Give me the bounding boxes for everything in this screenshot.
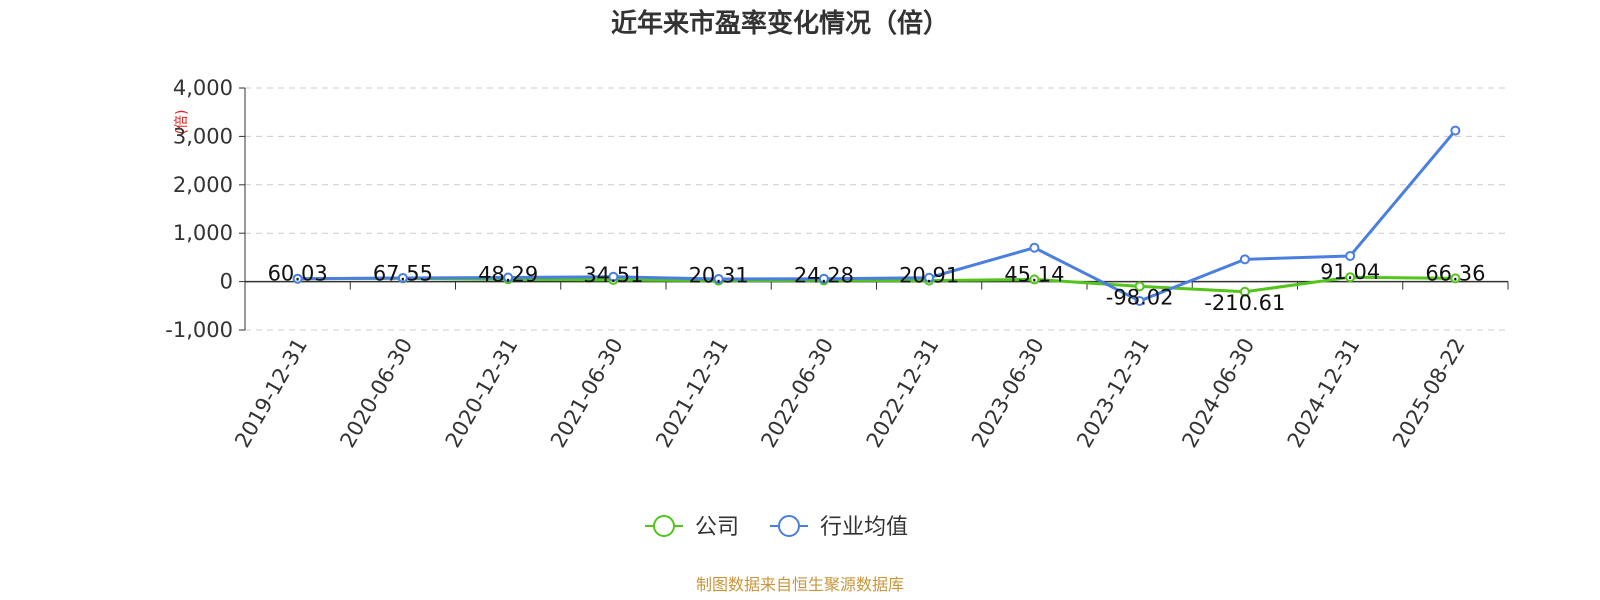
company-point	[1345, 272, 1356, 283]
legend-item-industry[interactable]: 行业均值	[770, 515, 908, 540]
industry-point	[818, 273, 829, 284]
y-tick-label: 4,000	[173, 76, 233, 100]
x-tick-label: 2021-12-31	[651, 334, 733, 452]
industry-point	[713, 273, 724, 284]
x-tick-label: 2023-06-30	[967, 334, 1049, 452]
industry-point	[924, 272, 935, 283]
company-point	[1450, 273, 1461, 284]
data-label: 20.91	[899, 264, 959, 288]
industry-point	[1345, 250, 1356, 261]
x-tick-label: 2024-06-30	[1177, 334, 1259, 452]
industry-series-line	[297, 129, 1457, 303]
y-axis-unit-label: (倍)	[174, 110, 190, 135]
legend-circle-icon	[778, 515, 800, 537]
data-label: 24.28	[794, 263, 854, 287]
data-label: 67.55	[373, 261, 433, 285]
y-tick-label: -1,000	[165, 318, 233, 342]
x-tick-label: 2021-06-30	[546, 334, 628, 452]
y-tick-label: 1,000	[173, 221, 233, 245]
x-tick-label: 2020-12-31	[441, 334, 523, 452]
company-point	[1029, 274, 1040, 285]
industry-point	[1450, 125, 1461, 136]
y-tick-label: 3,000	[173, 124, 233, 148]
legend-circle-icon	[653, 515, 675, 537]
data-label: -210.61	[1204, 291, 1285, 315]
legend-label: 行业均值	[820, 515, 908, 540]
x-tick-label: 2020-06-30	[335, 334, 417, 452]
x-tick-label: 2022-12-31	[862, 334, 944, 452]
source-note: 制图数据来自恒生聚源数据库	[696, 575, 904, 594]
industry-point	[1239, 254, 1250, 265]
data-label: 45.14	[1004, 262, 1064, 286]
legend[interactable]: 公司 行业均值	[645, 515, 908, 540]
industry-point	[1029, 242, 1040, 253]
x-tick-label: 2022-06-30	[756, 334, 838, 452]
industry-point	[292, 273, 303, 284]
legend-label: 公司	[695, 515, 739, 540]
chart-title: 近年来市盈率变化情况（倍）	[611, 8, 949, 39]
data-label: 60.03	[268, 262, 328, 286]
industry-point	[503, 272, 514, 283]
x-tick-label: 2024-12-31	[1283, 334, 1365, 452]
data-label: 20.31	[689, 264, 749, 288]
data-label: 34.51	[583, 263, 643, 287]
industry-point	[397, 272, 408, 283]
company-point	[1239, 286, 1250, 297]
grid-lines	[245, 87, 1508, 331]
data-label: 48.29	[478, 262, 538, 286]
company-series-line	[297, 275, 1456, 294]
series-lines	[292, 125, 1461, 306]
industry-point	[608, 271, 619, 282]
data-label: -98.02	[1106, 285, 1174, 309]
x-tick-label: 2023-12-31	[1072, 334, 1154, 452]
y-tick-label: 0	[220, 270, 233, 294]
legend-item-company[interactable]: 公司	[645, 515, 739, 540]
industry-point	[1134, 295, 1145, 306]
data-label: 91.04	[1320, 260, 1380, 284]
data-labels: 60.03 67.55 48.29 34.51 20.31 24.28 20.91 45.14…	[268, 260, 1486, 315]
x-tick-label: 2019-12-31	[230, 334, 312, 452]
data-label: 66.36	[1425, 261, 1485, 285]
x-tick-label: 2025-08-22	[1388, 334, 1470, 452]
y-tick-label: 2,000	[173, 173, 233, 197]
company-point	[1134, 281, 1145, 292]
